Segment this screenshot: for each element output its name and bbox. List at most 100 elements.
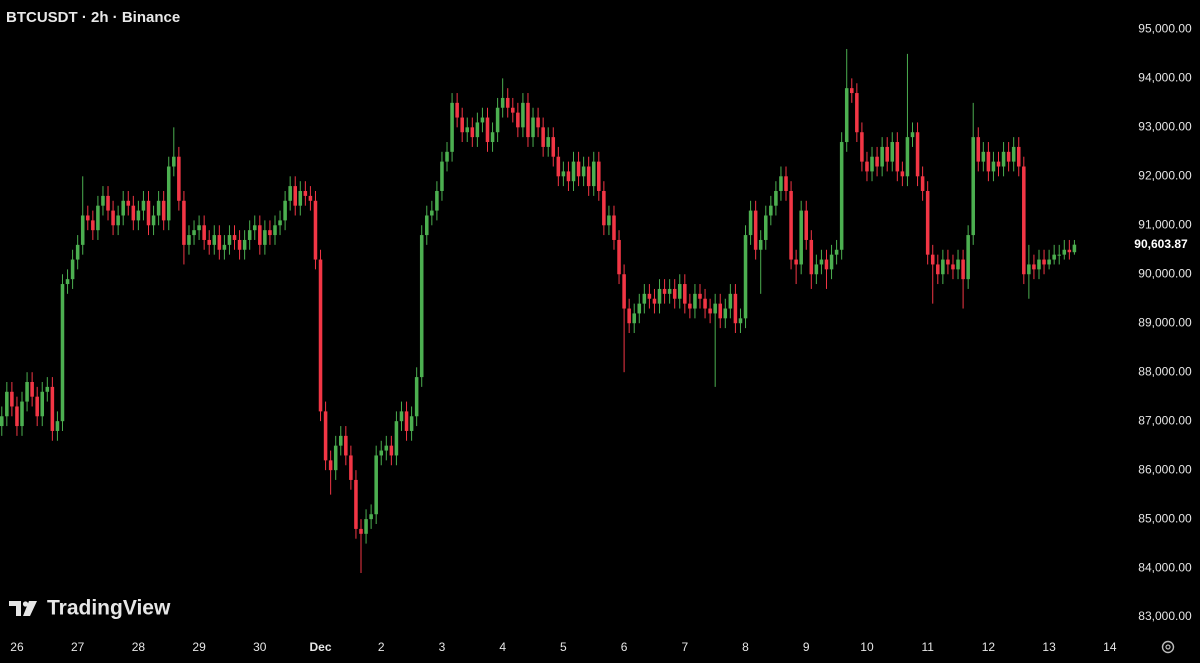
candle-body bbox=[718, 303, 723, 319]
candle-body bbox=[602, 190, 606, 226]
candle-body bbox=[632, 313, 636, 324]
candle-body bbox=[40, 391, 45, 417]
candle-body bbox=[258, 225, 262, 245]
candle-body bbox=[374, 455, 378, 515]
y-tick-label: 85,000.00 bbox=[1138, 511, 1192, 525]
settings-icon[interactable] bbox=[1161, 640, 1175, 654]
candle-body bbox=[536, 117, 540, 128]
candle-body bbox=[657, 288, 662, 304]
candle-body bbox=[101, 195, 105, 206]
candle-body bbox=[328, 460, 333, 471]
y-tick-label: 95,000.00 bbox=[1138, 22, 1192, 36]
candle-body bbox=[672, 288, 677, 299]
candle-body bbox=[217, 235, 222, 250]
candle-body bbox=[824, 259, 829, 270]
candle-body bbox=[961, 259, 965, 280]
candle-body bbox=[915, 132, 920, 177]
candle-body bbox=[242, 239, 247, 250]
last-price-label: 90,603.87 bbox=[1134, 237, 1188, 251]
x-tick-label: 6 bbox=[621, 640, 628, 654]
candle-body bbox=[490, 132, 495, 143]
candle-body bbox=[333, 445, 338, 471]
candle-body bbox=[278, 220, 282, 226]
candle-body bbox=[662, 288, 667, 294]
candle-body bbox=[571, 161, 576, 182]
candle-body bbox=[384, 445, 389, 451]
candle-body bbox=[703, 298, 707, 309]
candle-body bbox=[111, 210, 115, 226]
candle-body bbox=[1042, 259, 1046, 265]
x-tick-label: 28 bbox=[132, 640, 146, 654]
candle-body bbox=[20, 401, 24, 427]
x-tick-label: 29 bbox=[192, 640, 206, 654]
candle-body bbox=[1037, 259, 1041, 270]
candle-body bbox=[622, 274, 626, 309]
candle-body bbox=[642, 293, 647, 304]
candle-body bbox=[70, 259, 75, 280]
candle-body bbox=[273, 225, 277, 236]
candle-body bbox=[870, 156, 874, 172]
candle-body bbox=[5, 391, 9, 417]
candle-body bbox=[192, 230, 196, 236]
candle-body bbox=[951, 264, 955, 270]
candle-body bbox=[232, 235, 237, 240]
candle-body bbox=[925, 190, 930, 255]
candle-body bbox=[1052, 254, 1056, 260]
candle-body bbox=[283, 200, 287, 221]
candle-body bbox=[1016, 146, 1021, 167]
candle-body bbox=[1057, 254, 1061, 256]
candle-body bbox=[419, 235, 424, 378]
candle-body bbox=[197, 225, 201, 231]
candle-body bbox=[65, 279, 70, 285]
candle-body bbox=[151, 215, 156, 226]
candle-body bbox=[627, 308, 631, 324]
candle-body bbox=[936, 264, 940, 275]
candle-body bbox=[354, 479, 358, 529]
candle-body bbox=[753, 210, 758, 250]
candle-body bbox=[303, 190, 308, 196]
candle-body bbox=[485, 117, 490, 143]
watermark-logo bbox=[9, 601, 37, 616]
x-tick-label: 11 bbox=[921, 640, 934, 654]
candle-body bbox=[55, 421, 60, 431]
candle-body bbox=[1062, 249, 1067, 255]
candle-body bbox=[136, 210, 141, 221]
candle-body bbox=[475, 122, 480, 138]
candle-body bbox=[683, 284, 687, 304]
candle-body bbox=[733, 293, 738, 324]
candle-body bbox=[677, 284, 682, 299]
candle-body bbox=[369, 514, 373, 520]
candle-body bbox=[465, 127, 470, 133]
candle-body bbox=[430, 210, 434, 216]
y-tick-label: 88,000.00 bbox=[1138, 364, 1192, 378]
candle-body bbox=[399, 411, 404, 422]
candle-body bbox=[0, 416, 4, 427]
candle-body bbox=[227, 235, 232, 245]
candle-body bbox=[222, 244, 227, 250]
candle-body bbox=[713, 303, 717, 314]
candle-body bbox=[546, 137, 550, 147]
x-tick-label: 7 bbox=[681, 640, 688, 654]
candle-body bbox=[850, 88, 854, 94]
x-tick-label: 9 bbox=[803, 640, 810, 654]
candle-body bbox=[50, 386, 55, 431]
candle-body bbox=[313, 200, 318, 260]
candle-body bbox=[758, 239, 763, 250]
x-tick-label: 27 bbox=[71, 640, 85, 654]
candle-body bbox=[905, 137, 910, 177]
candle-body bbox=[1067, 249, 1072, 253]
candle-body bbox=[394, 421, 399, 456]
candle-body bbox=[789, 190, 793, 260]
candle-body bbox=[298, 190, 303, 206]
candle-body bbox=[445, 151, 449, 162]
y-tick-label: 90,000.00 bbox=[1138, 266, 1192, 280]
candle-body bbox=[809, 239, 814, 275]
x-tick-label: 26 bbox=[10, 640, 24, 654]
candles bbox=[0, 48, 1077, 573]
x-tick-label: 13 bbox=[1042, 640, 1056, 654]
chart-title: BTCUSDT · 2h · Binance bbox=[6, 9, 180, 26]
x-tick-label: 5 bbox=[560, 640, 567, 654]
candle-body bbox=[1001, 151, 1006, 167]
candle-body bbox=[647, 293, 652, 299]
y-tick-label: 94,000.00 bbox=[1138, 71, 1192, 85]
